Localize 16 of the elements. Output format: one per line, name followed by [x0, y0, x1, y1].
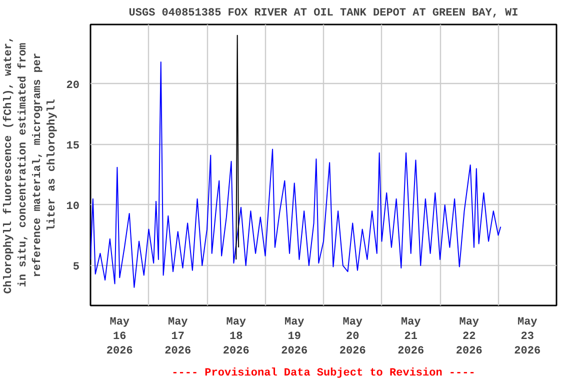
- text: ---- Provisional Data Subject to Revision ----: [172, 368, 476, 380]
- y-tick-label: 10: [66, 200, 80, 213]
- chart-title: USGS 040851385 FOX RIVER AT OIL TANK DEPOT AT GREEN BAY, WI: [128, 8, 518, 20]
- y-tick-label: 20: [66, 80, 80, 92]
- x-tick-label: May 19 2026: [281, 316, 308, 358]
- x-tick-label: May 18 2026: [222, 316, 250, 358]
- x-tick-label: May 22 2026: [456, 316, 482, 358]
- line-series: [90, 62, 502, 288]
- x-tick-label: May 21 2026: [398, 316, 424, 358]
- y-axis-title: Chlorophyll fluorescence (fChl), water, in situ, concentration estimated from reference material, micrograms per liter as chlorophyll: [2, 36, 58, 294]
- x-tick-label: May 20 2026: [339, 316, 366, 358]
- y-tick-label: 5: [72, 262, 80, 274]
- x-tick-label: May 17 2026: [164, 316, 192, 358]
- y-tick-label: 15: [66, 140, 80, 152]
- x-tick-label: May 16 2026: [106, 316, 133, 358]
- x-tick-label: May 23 2026: [514, 316, 541, 358]
